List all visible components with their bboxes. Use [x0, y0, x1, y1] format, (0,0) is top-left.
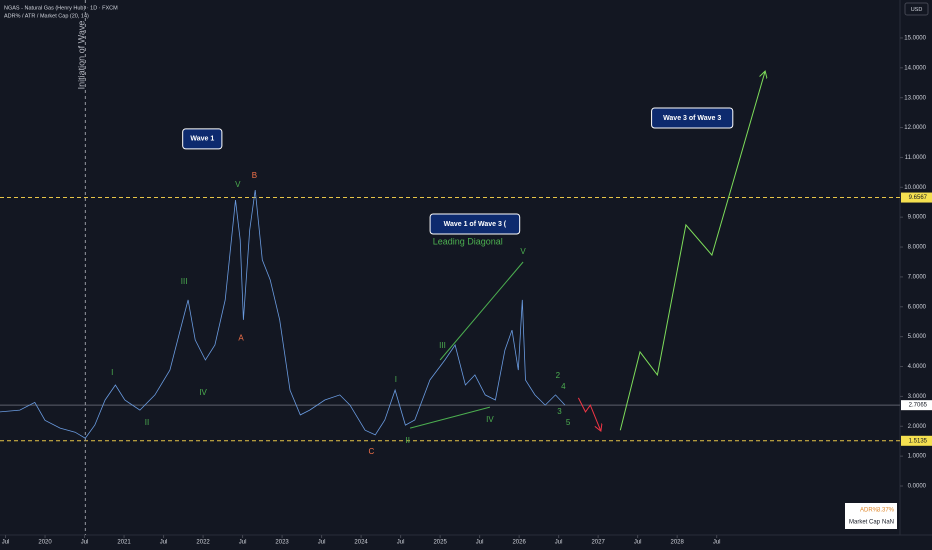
x-tick-label: 2028 — [670, 540, 684, 546]
wave-label: III — [439, 341, 446, 350]
callout-box — [182, 128, 223, 150]
wave-label: 2 — [556, 371, 561, 380]
wave-label: 4 — [561, 382, 566, 391]
wave-label: IV — [486, 415, 494, 424]
y-tick-label: 5.0000 — [908, 334, 927, 340]
wave-label: I — [111, 368, 113, 377]
x-tick-label: Jul — [239, 540, 247, 546]
y-tick-label: 8.0000 — [908, 245, 927, 251]
x-tick-label: Jul — [81, 540, 89, 546]
y-tick-label: 14.0000 — [904, 65, 926, 71]
wave-label: V — [235, 180, 241, 189]
x-tick-label: 2026 — [512, 540, 526, 546]
wave-label: III — [181, 277, 188, 286]
x-tick-label: 2027 — [591, 540, 605, 546]
x-tick-label: 2023 — [275, 540, 289, 546]
price-line-series — [0, 189, 566, 439]
y-tick-label: 6.0000 — [908, 304, 927, 310]
wave-label: II — [145, 418, 149, 427]
y-tick-label: 0.0000 — [908, 484, 927, 490]
currency: USD — [911, 7, 923, 13]
y-tick-label: 3.0000 — [908, 394, 927, 400]
y-tick-label: 13.0000 — [904, 95, 926, 101]
wave-label: 3 — [557, 407, 562, 416]
wave-label: C — [368, 447, 374, 456]
price-label: 1.5135 — [909, 438, 928, 444]
x-tick-label: 2021 — [117, 540, 131, 546]
x-tick-label: Jul — [634, 540, 642, 546]
x-tick-label: Jul — [713, 540, 721, 546]
x-tick-label: Jul — [397, 540, 405, 546]
y-tick-label: 2.0000 — [908, 424, 927, 430]
y-tick-label: 1.0000 — [908, 454, 927, 460]
price-label-box — [901, 400, 932, 411]
projection-line — [577, 397, 600, 430]
wave-label: 5 — [566, 418, 571, 427]
wave-label: I — [395, 375, 397, 384]
callout-box — [651, 107, 734, 129]
vertical-label: Initiation of Wave — [77, 21, 87, 90]
x-tick-label: Jul — [318, 540, 326, 546]
x-tick-label: Jul — [555, 540, 563, 546]
price-label: 2.7065 — [909, 403, 928, 409]
callout-text: Wave 1 — [190, 136, 214, 143]
x-tick-label: Jul — [160, 540, 168, 546]
callout-text: Wave 3 of Wave 3 — [663, 115, 721, 122]
price-label-box — [901, 192, 932, 203]
wave-label: IV — [199, 388, 207, 397]
table-key: ADR% — [860, 508, 879, 514]
projection-line — [439, 261, 524, 361]
callout-text: Wave 1 of Wave 3 ( — [444, 221, 507, 228]
x-tick-label: Jul — [476, 540, 484, 546]
price-label: 9.6567 — [909, 195, 928, 201]
y-tick-label: 4.0000 — [908, 364, 927, 370]
price-label-box — [901, 435, 932, 446]
y-tick-label: 15.0000 — [904, 36, 926, 42]
y-tick-label: 7.0000 — [908, 274, 927, 280]
wave-label: A — [238, 333, 244, 342]
projection-line — [619, 72, 765, 431]
table-value: 3.37% — [877, 508, 895, 514]
y-tick-label: 12.0000 — [904, 125, 926, 131]
wave-label: B — [252, 171, 257, 180]
x-tick-label: 2025 — [433, 540, 447, 546]
y-tick-label: 10.0000 — [904, 185, 926, 191]
callout-box — [429, 213, 521, 235]
info-table — [845, 503, 897, 529]
wave-label: II — [405, 436, 409, 445]
x-tick-label: Jul — [2, 540, 10, 546]
table-value: NaN — [882, 520, 894, 526]
chart-title: NGAS - Natural Gas (Henry Hub) · 1D · FX… — [4, 5, 118, 11]
projection-line — [409, 406, 491, 429]
y-tick-label: 11.0000 — [905, 155, 927, 161]
table-key: Market Cap — [849, 520, 881, 526]
x-tick-label: 2022 — [196, 540, 210, 546]
wave-label: Leading Diagonal — [433, 236, 503, 246]
indicator-label: ADR% / ATR / Market Cap (20, 14) — [4, 13, 89, 19]
y-tick-label: 9.0000 — [908, 215, 927, 221]
x-tick-label: 2024 — [354, 540, 368, 546]
wave-label: V — [520, 247, 526, 256]
currency-box[interactable] — [904, 2, 929, 16]
x-tick-label: 2020 — [38, 540, 52, 546]
